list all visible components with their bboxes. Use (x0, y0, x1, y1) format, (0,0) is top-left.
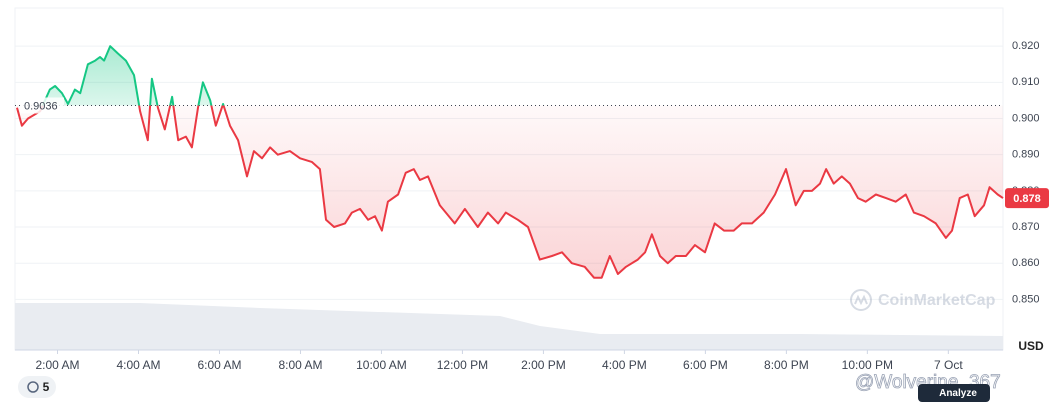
baseline-label: 0.9036 (24, 100, 58, 112)
analyze-bg (918, 384, 990, 402)
axis-unit: USD (1018, 339, 1044, 353)
y-tick-label: 0.910 (1012, 76, 1040, 88)
analyze-label: Analyze (939, 388, 977, 399)
x-tick-label: 8:00 AM (278, 358, 322, 372)
x-tick-label: 10:00 AM (356, 358, 407, 372)
y-tick-label: 0.870 (1012, 221, 1040, 233)
y-tick-label: 0.850 (1012, 293, 1040, 305)
x-tick-label: 2:00 PM (521, 358, 566, 372)
x-tick-label: 4:00 PM (602, 358, 647, 372)
x-tick-label: 10:00 PM (842, 358, 893, 372)
x-tick-label: 2:00 AM (36, 358, 80, 372)
price-line (16, 45, 1004, 279)
badge-bg (18, 376, 56, 398)
x-tick-label: 12:00 PM (437, 358, 488, 372)
x-tick-label: 8:00 PM (764, 358, 809, 372)
x-tick-label: 4:00 AM (116, 358, 160, 372)
price-tag-bg (1005, 188, 1049, 209)
watermark: CoinMarketCap (850, 289, 996, 311)
x-tick-label: 6:00 AM (197, 358, 241, 372)
x-tick-label: 6:00 PM (683, 358, 728, 372)
watermark-text: CoinMarketCap (878, 292, 996, 309)
y-tick-label: 0.860 (1012, 257, 1040, 269)
analyze-button[interactable]: Analyze (918, 384, 990, 402)
y-tick-label: 0.890 (1012, 149, 1040, 161)
badge-count: 5 (43, 380, 50, 394)
price-tag: 0.878 (1013, 193, 1041, 205)
x-tick-label: 7 Oct (934, 358, 963, 372)
y-tick-label: 0.900 (1012, 112, 1040, 124)
area-fill (17, 46, 1003, 278)
y-tick-label: 0.920 (1012, 40, 1040, 52)
badge[interactable]: 5 (18, 376, 56, 398)
volume-area (15, 303, 1003, 350)
badge-icon (27, 381, 39, 393)
baseline-label-bg (20, 97, 64, 114)
